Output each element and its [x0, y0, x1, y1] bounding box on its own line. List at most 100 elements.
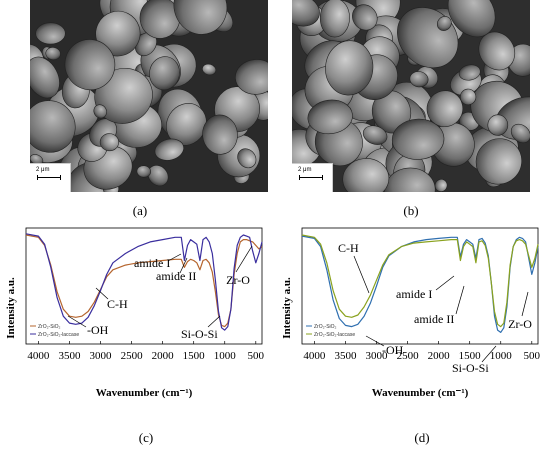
ftir-chart-c: Intensity a.u. Wavenumber (cm⁻¹) 4000 350… [0, 227, 270, 408]
sem-particle [487, 114, 509, 136]
series-line-c-1 [25, 233, 263, 331]
arrow-c-h-c [95, 287, 109, 300]
sem-particle [436, 16, 452, 31]
x-tick-label-c-0: 4000 [27, 350, 50, 362]
x-tick-label-c-2: 3000 [90, 350, 113, 362]
x-tick-label-c-5: 1500 [183, 350, 206, 362]
sem-particle [35, 22, 66, 45]
annotation-oh-d: -OH [382, 343, 404, 357]
sem-particle [319, 0, 350, 38]
x-tick-label-c-4: 2000 [152, 350, 175, 362]
legend-label-d-1: ZrO₂-SiO₂-laccase [314, 332, 355, 338]
annotation-amide-i-d: amide I [396, 287, 432, 301]
x-tick-label-c-3: 2500 [121, 350, 144, 362]
sem-particle [458, 64, 481, 81]
x-tick-label-d-4: 2000 [428, 350, 451, 362]
sem-particle [325, 40, 374, 96]
x-tick-label-c-6: 1000 [214, 350, 237, 362]
ftir-svg-c: Intensity a.u. Wavenumber (cm⁻¹) 4000 350… [5, 227, 265, 399]
sem-particle [99, 133, 119, 152]
sem-particle [235, 59, 268, 95]
sem-image-a: 2 μm [30, 0, 268, 192]
annotation-amide-ii-c: amide II [156, 269, 196, 283]
x-axis-title-d: Wavenumber (cm⁻¹) [372, 387, 469, 399]
sem-particle [149, 56, 180, 91]
ftir-chart-d: Intensity a.u. Wavenumber (cm⁻¹) 4000 350… [276, 227, 546, 408]
x-tick-label-d-3: 2500 [397, 350, 420, 362]
sem-particle [237, 148, 257, 169]
x-tick-label-c-1: 3500 [58, 350, 81, 362]
arrow-si-o-si-d [481, 345, 497, 363]
sem-particle [64, 39, 116, 91]
arrow-amide-i-d [435, 275, 455, 291]
sem-particle [409, 71, 429, 88]
sem-micrograph-a [30, 0, 268, 192]
caption-c: (c) [138, 430, 154, 445]
annotation-zr-o-d: Zr-O [508, 317, 532, 331]
sem-particle [434, 178, 448, 192]
x-tick-label-d-2: 3000 [366, 350, 389, 362]
x-tick-label-d-5: 1500 [459, 350, 482, 362]
sem-particle [93, 104, 107, 119]
sem-particle [447, 0, 496, 38]
series-line-c-0 [25, 234, 263, 328]
legend-label-c-1: ZrO₂-SiO₂-laccase [38, 332, 79, 338]
x-tick-label-d-7: 500 [524, 350, 541, 362]
sem-particle [384, 167, 436, 192]
sem-particle [30, 100, 76, 153]
annotation-si-o-si-d: Si-O-Si [452, 361, 489, 375]
x-tick-label-d-0: 4000 [303, 350, 326, 362]
sem-particle [202, 114, 238, 155]
sem-particle [426, 90, 464, 128]
sem-particle [342, 158, 390, 192]
annotation-c-h-d: C-H [338, 241, 359, 255]
sem-particle [30, 56, 60, 99]
annotation-zr-o-c: Zr-O [226, 273, 250, 287]
scale-label-b: 2 μm [298, 167, 312, 173]
sem-particle [147, 164, 169, 187]
caption-b: (b) [403, 203, 419, 218]
arrow-c-h-d [353, 255, 370, 294]
annotation-si-o-si-c: Si-O-Si [181, 327, 218, 341]
sem-particle [510, 123, 530, 144]
plot-frame-c [25, 227, 263, 345]
sem-micrograph-b [292, 0, 530, 192]
sem-particle [475, 138, 523, 185]
sem-particle [202, 63, 217, 76]
arrow-oh-d [365, 335, 385, 347]
sem-particle [45, 47, 61, 61]
sem-particle [292, 0, 320, 27]
arrow-amide-i-c [167, 253, 182, 262]
legend-label-c-0: ZrO₂-SiO₂ [38, 324, 61, 330]
arrow-zr-o-d [521, 291, 529, 317]
ftir-svg-d: Intensity a.u. Wavenumber (cm⁻¹) 4000 350… [281, 227, 541, 399]
arrow-amide-ii-c [179, 257, 188, 274]
sem-particle [136, 165, 151, 178]
arrow-zr-o-c [235, 245, 253, 273]
scale-label-a: 2 μm [36, 167, 50, 173]
x-axis-title-c: Wavenumber (cm⁻¹) [96, 387, 193, 399]
x-tick-label-d-1: 3500 [334, 350, 357, 362]
y-axis-title-d: Intensity a.u. [281, 277, 293, 339]
x-tick-label-d-6: 1000 [490, 350, 512, 362]
annotation-c-h-c: C-H [107, 297, 128, 311]
legend-label-d-0: ZrO₂-SiO₂ [314, 324, 337, 330]
annotation-amide-i-c: amide I [134, 256, 170, 270]
sem-particle [391, 118, 445, 160]
y-axis-title-c: Intensity a.u. [5, 277, 17, 339]
sem-particle [154, 138, 184, 161]
scale-bar-a: 2 μm [30, 163, 71, 192]
scale-line-a [37, 175, 61, 180]
x-tick-label-c-7: 500 [248, 350, 265, 362]
sem-particle [362, 125, 388, 145]
arrow-si-o-si-c [207, 315, 221, 328]
plot-frame-d [301, 227, 539, 345]
arrow-amide-ii-d [455, 285, 465, 315]
series-line-d-1 [301, 234, 539, 328]
scale-line-b [299, 175, 323, 180]
caption-d: (d) [414, 430, 430, 445]
sem-particle [352, 4, 378, 31]
sem-particle [459, 88, 477, 106]
caption-a: (a) [132, 203, 148, 218]
sem-image-b: 2 μm [292, 0, 530, 192]
